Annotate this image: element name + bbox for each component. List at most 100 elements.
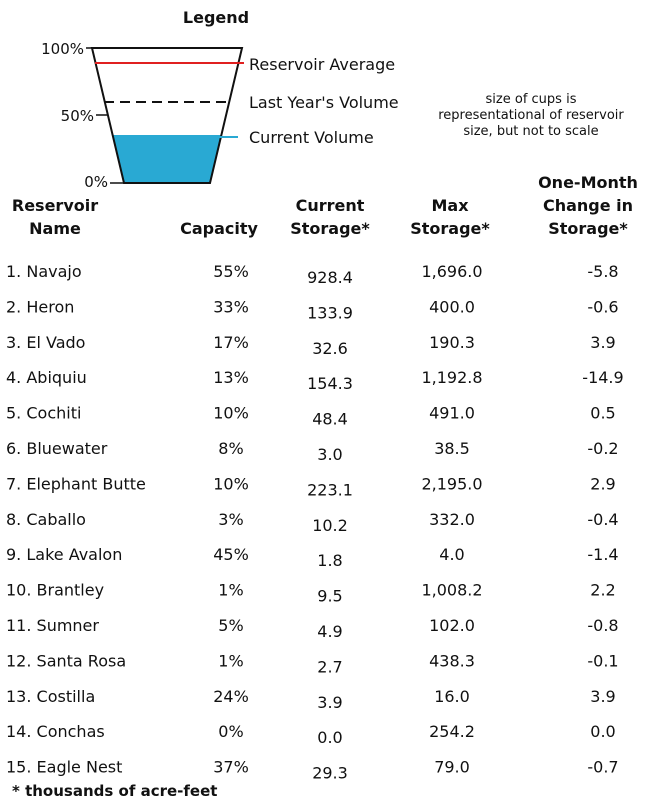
cell: 55% bbox=[213, 262, 249, 281]
cell: 0.0 bbox=[590, 722, 615, 741]
cell: 9.5 bbox=[317, 587, 342, 606]
column-header: Max bbox=[431, 196, 469, 215]
cell: 45% bbox=[213, 545, 249, 564]
cell: 0.5 bbox=[590, 404, 615, 423]
reservoir-name: 14. Conchas bbox=[6, 722, 105, 741]
cell: -0.6 bbox=[587, 297, 618, 316]
cell: 10% bbox=[213, 474, 249, 493]
cell: 48.4 bbox=[312, 410, 348, 429]
cell: 16.0 bbox=[434, 687, 470, 706]
legend-title: Legend bbox=[183, 8, 249, 27]
cell: 29.3 bbox=[312, 764, 348, 783]
reservoir-name: 13. Costilla bbox=[6, 687, 95, 706]
cell: 438.3 bbox=[429, 651, 475, 670]
cell: 5% bbox=[218, 616, 243, 635]
column-header: Name bbox=[29, 219, 81, 238]
cell: 1% bbox=[218, 651, 243, 670]
cell: 223.1 bbox=[307, 480, 353, 499]
cell: 33% bbox=[213, 297, 249, 316]
cell: 3% bbox=[218, 510, 243, 529]
reservoir-name: 4. Abiquiu bbox=[6, 368, 87, 387]
column-header: Change in bbox=[543, 196, 633, 215]
reservoir-name: 9. Lake Avalon bbox=[6, 545, 122, 564]
cell: -14.9 bbox=[582, 368, 623, 387]
reservoir-name: 1. Navajo bbox=[6, 262, 82, 281]
cell: 1% bbox=[218, 581, 243, 600]
legend-item: Current Volume bbox=[249, 128, 374, 147]
reservoir-name: 5. Cochiti bbox=[6, 404, 81, 423]
cell: -1.4 bbox=[587, 545, 618, 564]
cell: -5.8 bbox=[587, 262, 618, 281]
legend-cup bbox=[86, 47, 244, 184]
cell: 8% bbox=[218, 439, 243, 458]
cell: -0.2 bbox=[587, 439, 618, 458]
cell: 491.0 bbox=[429, 404, 475, 423]
cell: 3.9 bbox=[317, 693, 342, 712]
cup-outline bbox=[90, 47, 244, 184]
reservoir-name: 10. Brantley bbox=[6, 581, 104, 600]
cell: -0.7 bbox=[587, 758, 618, 777]
cell: 4.0 bbox=[439, 545, 464, 564]
note: size of cups is bbox=[486, 92, 577, 107]
cell: 32.6 bbox=[312, 339, 348, 358]
cell: 1,696.0 bbox=[421, 262, 482, 281]
cell: -0.4 bbox=[587, 510, 618, 529]
cell: 24% bbox=[213, 687, 249, 706]
cell: -0.1 bbox=[587, 651, 618, 670]
column-header: One-Month bbox=[538, 173, 638, 192]
cell: 3.9 bbox=[590, 687, 615, 706]
reservoir-name: 6. Bluewater bbox=[6, 439, 108, 458]
cell: 37% bbox=[213, 758, 249, 777]
legend-item: Last Year's Volume bbox=[249, 93, 399, 112]
cell: 3.0 bbox=[317, 445, 342, 464]
footnote: * thousands of acre-feet bbox=[12, 782, 217, 800]
cell: 2.2 bbox=[590, 581, 615, 600]
cell: 1.8 bbox=[317, 551, 342, 570]
current-fill bbox=[112, 135, 222, 183]
legend-item: Reservoir Average bbox=[249, 55, 395, 74]
column-header: Storage* bbox=[548, 219, 628, 238]
column-header: Current bbox=[296, 196, 365, 215]
cell: 10.2 bbox=[312, 516, 348, 535]
cell: 2.9 bbox=[590, 474, 615, 493]
axis-label: 100% bbox=[41, 40, 84, 58]
reservoir-name: 11. Sumner bbox=[6, 616, 99, 635]
axis-label: 50% bbox=[61, 107, 94, 125]
cell: 4.9 bbox=[317, 622, 342, 641]
column-header: Reservoir bbox=[12, 196, 98, 215]
cell: 1,192.8 bbox=[421, 368, 482, 387]
cell: 928.4 bbox=[307, 268, 353, 287]
reservoir-name: 15. Eagle Nest bbox=[6, 758, 122, 777]
column-header: Capacity bbox=[180, 219, 258, 238]
note: size, but not to scale bbox=[463, 124, 598, 139]
cell: 332.0 bbox=[429, 510, 475, 529]
cell: 2.7 bbox=[317, 657, 342, 676]
cell: 0% bbox=[218, 722, 243, 741]
cell: 254.2 bbox=[429, 722, 475, 741]
cell: 17% bbox=[213, 333, 249, 352]
reservoir-name: 7. Elephant Butte bbox=[6, 474, 146, 493]
reservoir-name: 3. El Vado bbox=[6, 333, 85, 352]
reservoir-name: 12. Santa Rosa bbox=[6, 651, 126, 670]
cell: 10% bbox=[213, 404, 249, 423]
cell: 400.0 bbox=[429, 297, 475, 316]
axis-label: 0% bbox=[84, 173, 108, 191]
column-header: Storage* bbox=[410, 219, 490, 238]
reservoir-name: 8. Caballo bbox=[6, 510, 86, 529]
cell: 0.0 bbox=[317, 728, 342, 747]
cell: 1,008.2 bbox=[421, 581, 482, 600]
cell: 13% bbox=[213, 368, 249, 387]
reservoir-name: 2. Heron bbox=[6, 297, 74, 316]
cell: 79.0 bbox=[434, 758, 470, 777]
cell: -0.8 bbox=[587, 616, 618, 635]
cell: 2,195.0 bbox=[421, 474, 482, 493]
column-header: Storage* bbox=[290, 219, 370, 238]
cell: 102.0 bbox=[429, 616, 475, 635]
note: representational of reservoir bbox=[438, 108, 624, 123]
cell: 190.3 bbox=[429, 333, 475, 352]
cell: 154.3 bbox=[307, 374, 353, 393]
cell: 38.5 bbox=[434, 439, 470, 458]
cell: 3.9 bbox=[590, 333, 615, 352]
cell: 133.9 bbox=[307, 303, 353, 322]
